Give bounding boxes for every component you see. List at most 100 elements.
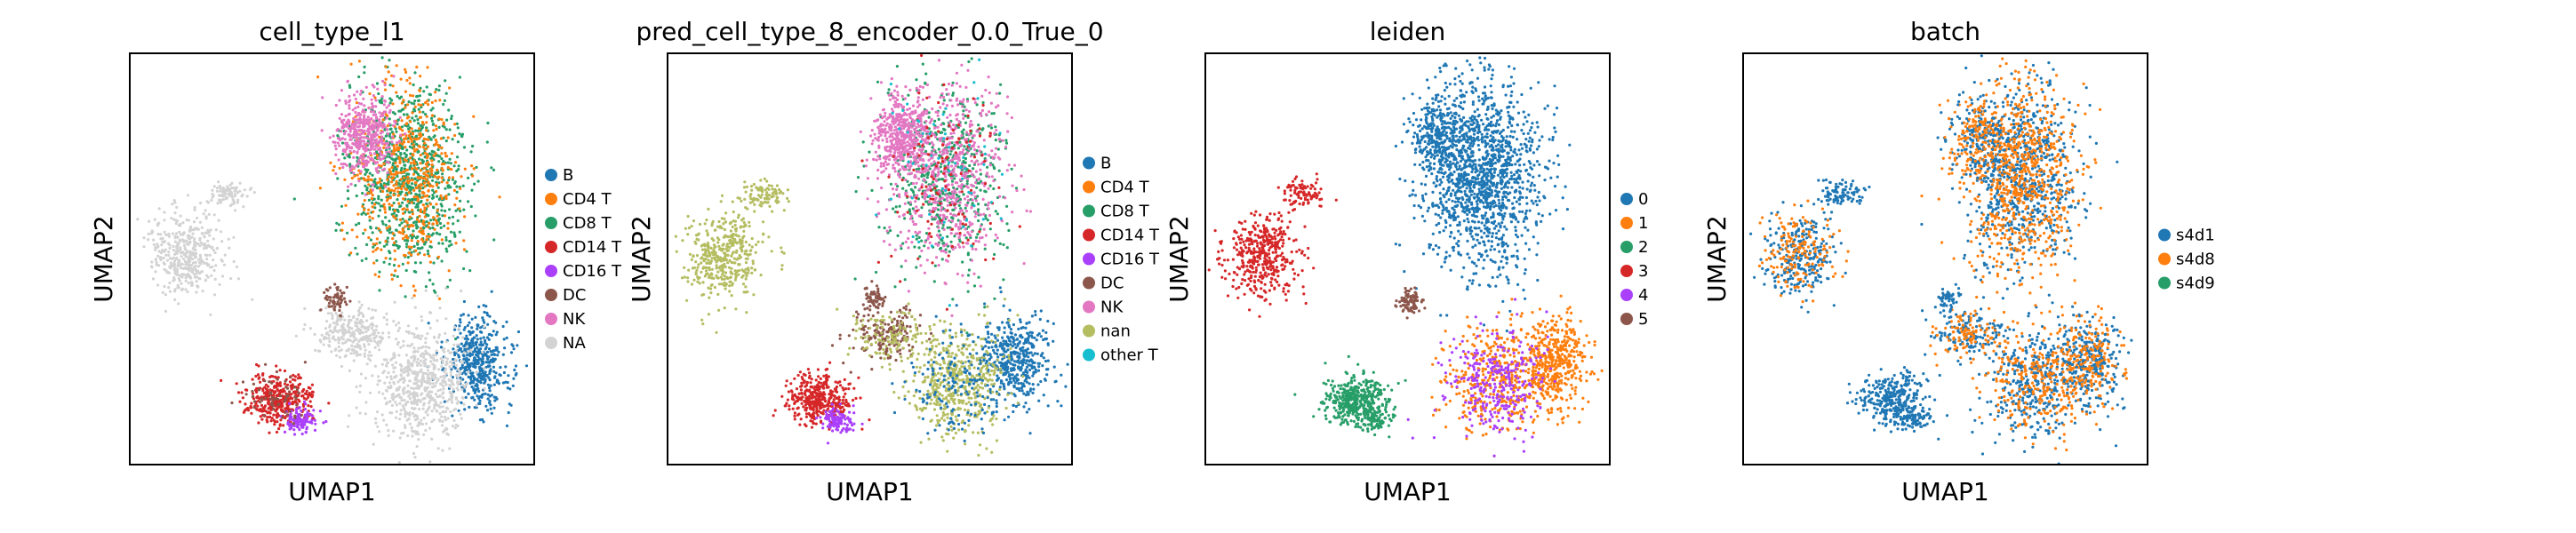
point-na: [219, 189, 222, 193]
point-cd14-t: [272, 413, 276, 417]
point-cd8-t: [444, 91, 448, 95]
point-na: [445, 427, 449, 431]
point-na: [376, 410, 380, 414]
point-cd4-t: [414, 249, 418, 252]
point-cd16-t: [292, 433, 297, 436]
point-na: [417, 362, 421, 365]
point-nk: [347, 144, 350, 147]
point-na: [399, 409, 403, 412]
point-na: [454, 363, 459, 367]
point-na: [396, 340, 400, 345]
point-cd8-t: [427, 252, 430, 256]
point-cd8-t: [444, 247, 448, 251]
point-na: [426, 369, 429, 372]
point-cd4-t: [375, 242, 379, 245]
point-na: [445, 362, 449, 366]
point-cd8-t: [455, 122, 459, 125]
point-cd8-t: [396, 210, 400, 213]
point-cd4-t: [408, 179, 412, 182]
point-b: [456, 336, 460, 339]
point-cd8-t: [979, 172, 982, 176]
point-na: [396, 387, 399, 391]
point-na: [163, 262, 166, 266]
point-nk: [346, 80, 349, 84]
point-b: [470, 385, 474, 389]
point-cd4-t: [423, 151, 427, 155]
point-cd8-t: [994, 125, 997, 129]
point-na: [337, 336, 340, 339]
point-cd8-t: [356, 155, 359, 159]
point-b: [485, 350, 490, 354]
point-na: [195, 290, 198, 294]
point-cd8-t: [388, 134, 391, 138]
point-na: [420, 363, 423, 367]
point-na: [175, 267, 180, 271]
point-na: [444, 380, 447, 384]
point-cd8-t: [400, 108, 404, 112]
point-nk: [359, 89, 364, 93]
point-na: [419, 422, 422, 426]
point-na: [415, 392, 419, 395]
point-cd14-t: [277, 405, 281, 409]
point-cd8-t: [412, 269, 416, 274]
point-dc: [276, 402, 280, 406]
point-na: [204, 231, 208, 235]
point-cd8-t: [363, 71, 366, 75]
point-na: [238, 189, 242, 193]
point-na: [334, 329, 338, 332]
point-cd8-t: [950, 179, 955, 183]
point-cd4-t: [425, 238, 428, 242]
point-cd14-t: [271, 389, 275, 393]
point-cd4-t: [390, 177, 394, 180]
point-na: [351, 340, 355, 344]
point-nk: [332, 134, 335, 138]
point-na: [444, 418, 447, 422]
point-nk: [392, 123, 396, 127]
point-na: [168, 257, 172, 260]
point-cd8-t: [391, 111, 395, 115]
point-nk: [338, 99, 341, 102]
point-cd8-t: [924, 232, 929, 235]
point-cd8-t: [875, 270, 878, 274]
point-b: [481, 355, 484, 359]
point-nk: [360, 131, 364, 135]
point-cd4-t: [376, 246, 380, 251]
point-na: [223, 253, 227, 257]
legend-label-cd8-t: CD8 T: [563, 214, 612, 233]
point-cd4-t: [392, 172, 396, 176]
point-na: [357, 339, 361, 343]
point-nk: [386, 141, 390, 145]
point-na: [363, 354, 366, 358]
point-na: [182, 257, 186, 261]
point-na: [453, 407, 458, 410]
point-b: [492, 383, 496, 386]
point-na: [444, 317, 448, 321]
point-na: [392, 429, 396, 433]
point-na: [389, 358, 393, 362]
point-cd8-t: [378, 289, 381, 292]
point-na: [462, 351, 466, 354]
point-cd8-t: [348, 163, 352, 166]
point-cd8-t: [883, 227, 886, 230]
point-cd8-t: [388, 262, 391, 266]
point-na: [160, 243, 164, 247]
point-nk: [382, 123, 386, 126]
point-na: [398, 378, 402, 382]
point-nk: [984, 113, 988, 116]
point-b: [501, 381, 506, 385]
point-cd8-t: [964, 121, 968, 124]
point-cd4-t: [406, 103, 410, 107]
point-nk: [364, 163, 368, 166]
point-cd8-t: [889, 182, 893, 186]
point-cd4-t: [396, 187, 401, 190]
point-cd8-t: [951, 81, 955, 84]
point-cd4-t: [412, 147, 416, 150]
point-b: [468, 321, 471, 324]
point-na: [396, 380, 400, 384]
point-na: [325, 331, 329, 335]
point-na: [454, 349, 459, 353]
point-cd8-t: [452, 231, 456, 235]
point-cd8-t: [412, 102, 416, 106]
point-na: [481, 350, 484, 354]
point-na: [215, 187, 220, 190]
